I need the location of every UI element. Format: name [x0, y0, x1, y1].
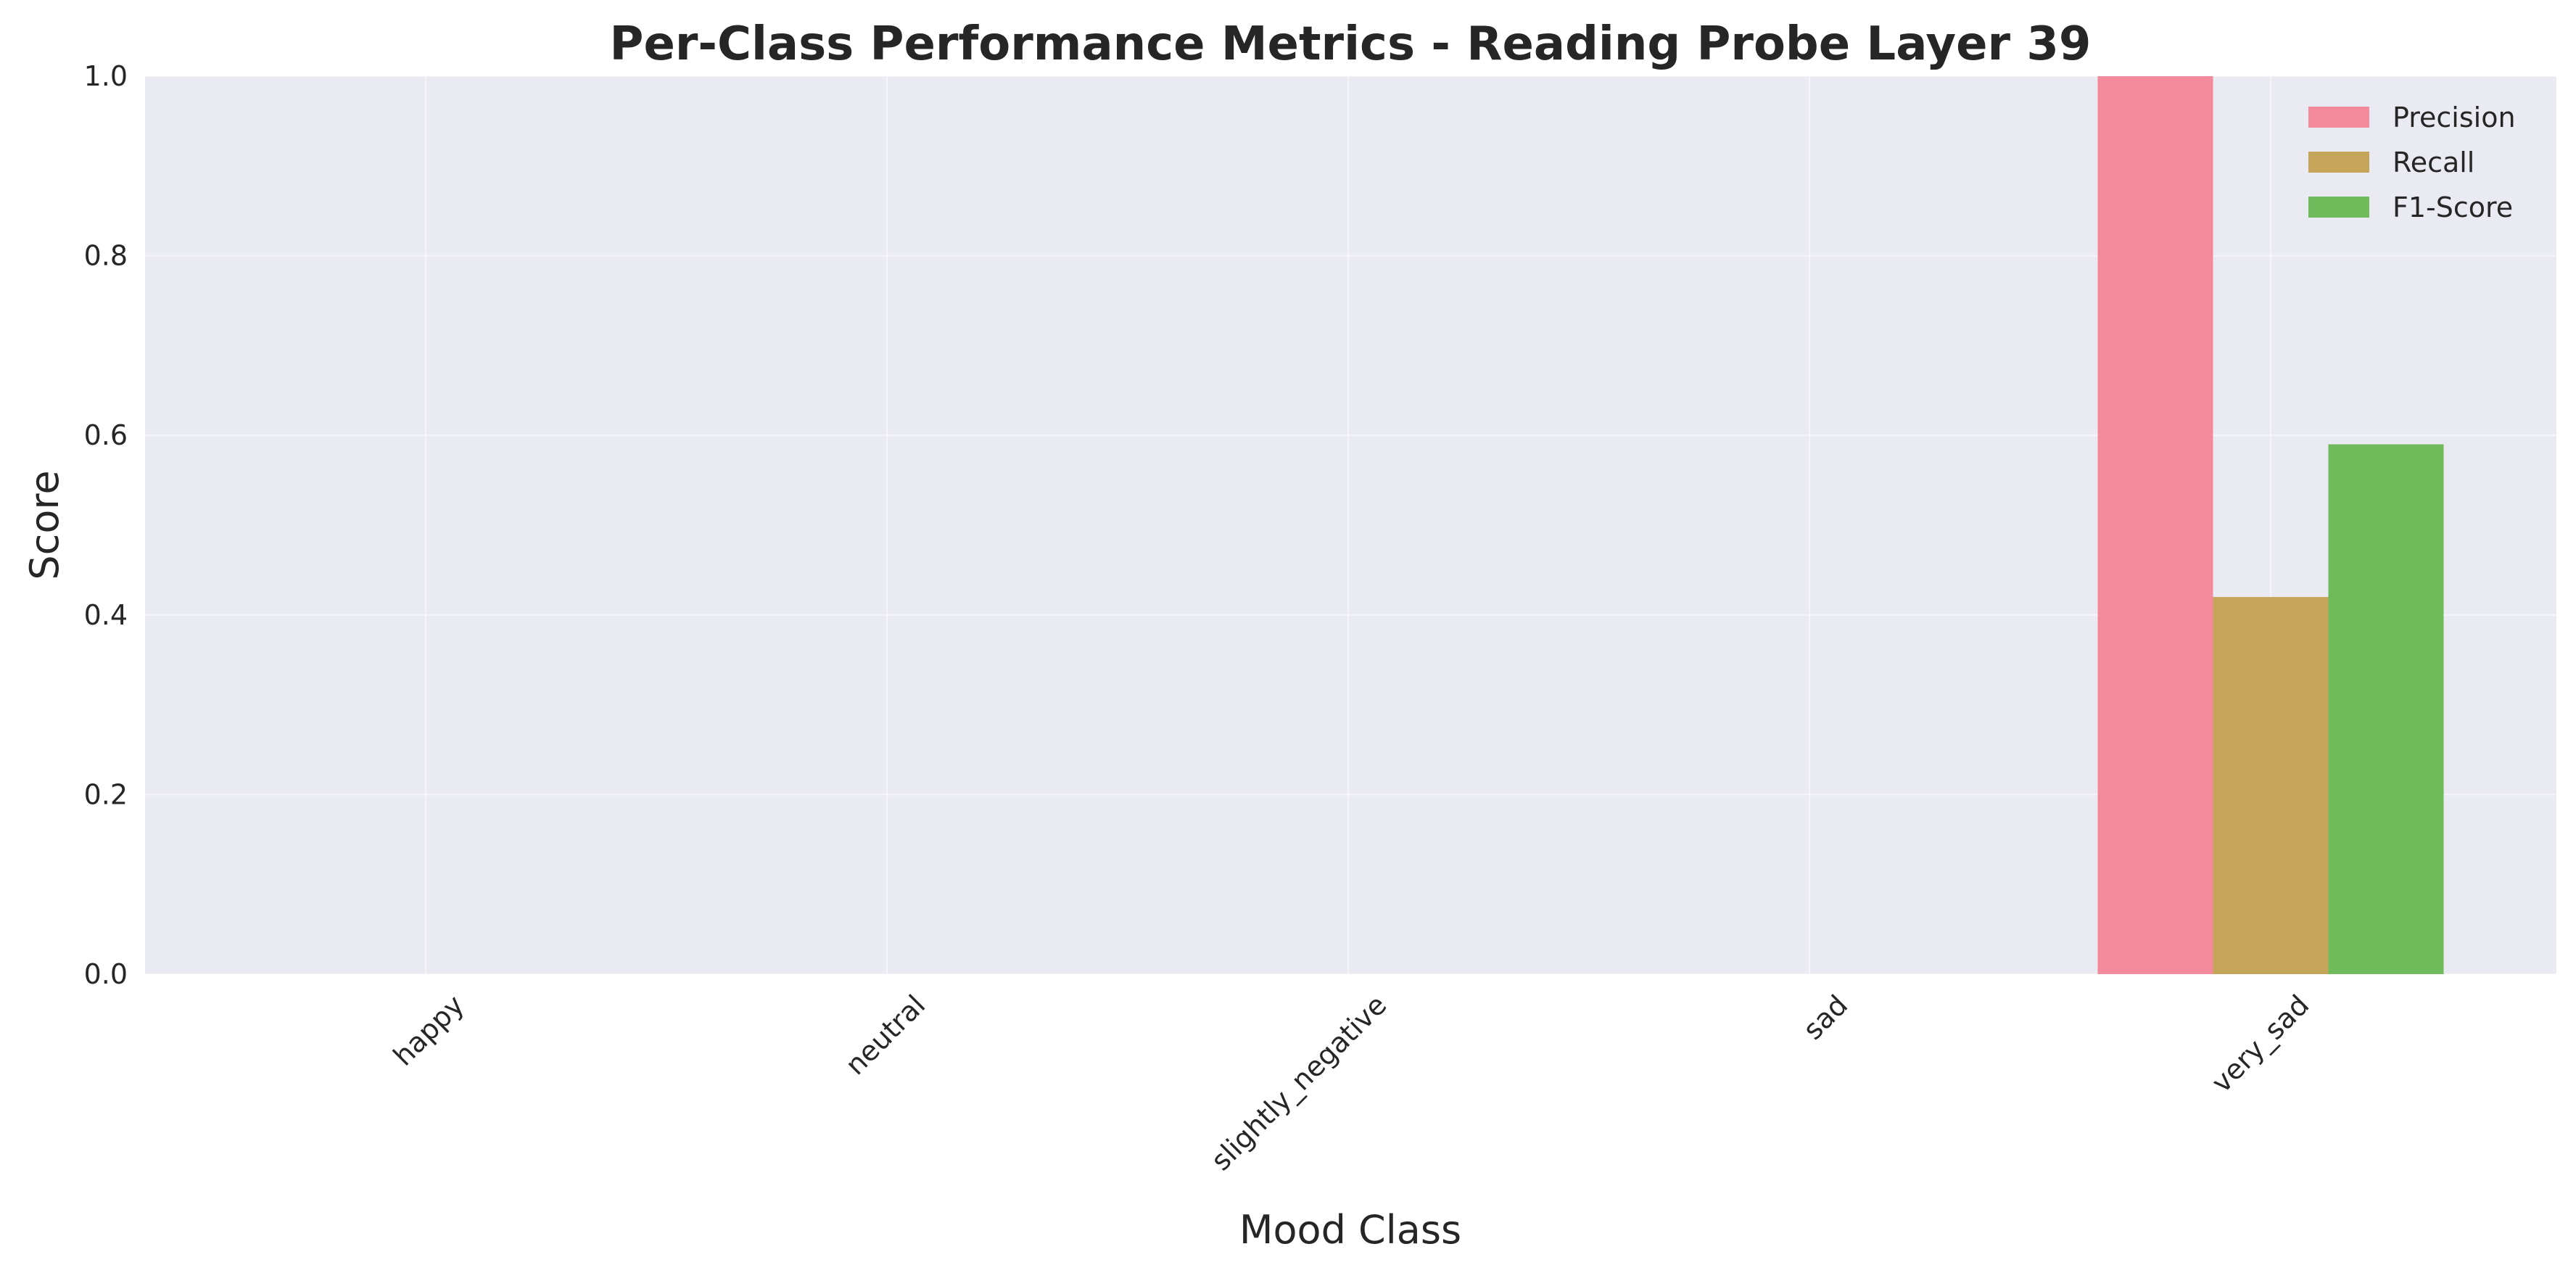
- x-tick-label: happy: [387, 989, 471, 1072]
- legend-swatch: [2308, 152, 2369, 173]
- legend-label: Recall: [2393, 147, 2474, 178]
- x-tick-label: very_sad: [2205, 989, 2315, 1098]
- legend: Precision Recall F1-Score: [2308, 102, 2516, 223]
- x-tick-label: slightly_negative: [1205, 989, 1392, 1177]
- x-axis-label: Mood Class: [1239, 1207, 1461, 1253]
- x-axis-ticks: happy neutral slightly_negative sad very_sad: [387, 989, 2316, 1177]
- legend-label: F1-Score: [2393, 191, 2513, 223]
- bar-recall: [2213, 597, 2329, 974]
- y-tick-label: 0.8: [84, 240, 128, 272]
- y-tick-label: 1.0: [84, 60, 128, 92]
- legend-swatch: [2308, 107, 2369, 128]
- x-tick-label: neutral: [839, 989, 931, 1081]
- y-axis-label: Score: [22, 470, 67, 580]
- chart-title: Per-Class Performance Metrics - Reading …: [610, 17, 2092, 71]
- x-tick-label: sad: [1797, 989, 1854, 1046]
- bars: [2097, 76, 2444, 974]
- legend-label: Precision: [2393, 102, 2516, 133]
- y-tick-label: 0.4: [84, 599, 128, 631]
- legend-swatch: [2308, 197, 2369, 218]
- y-tick-label: 0.6: [84, 419, 128, 451]
- y-tick-label: 0.0: [84, 958, 128, 990]
- bar-f1-score: [2328, 444, 2444, 974]
- y-tick-label: 0.2: [84, 778, 128, 810]
- y-axis-ticks: 0.0 0.2 0.4 0.6 0.8 1.0: [84, 60, 128, 990]
- bar-precision: [2097, 76, 2213, 974]
